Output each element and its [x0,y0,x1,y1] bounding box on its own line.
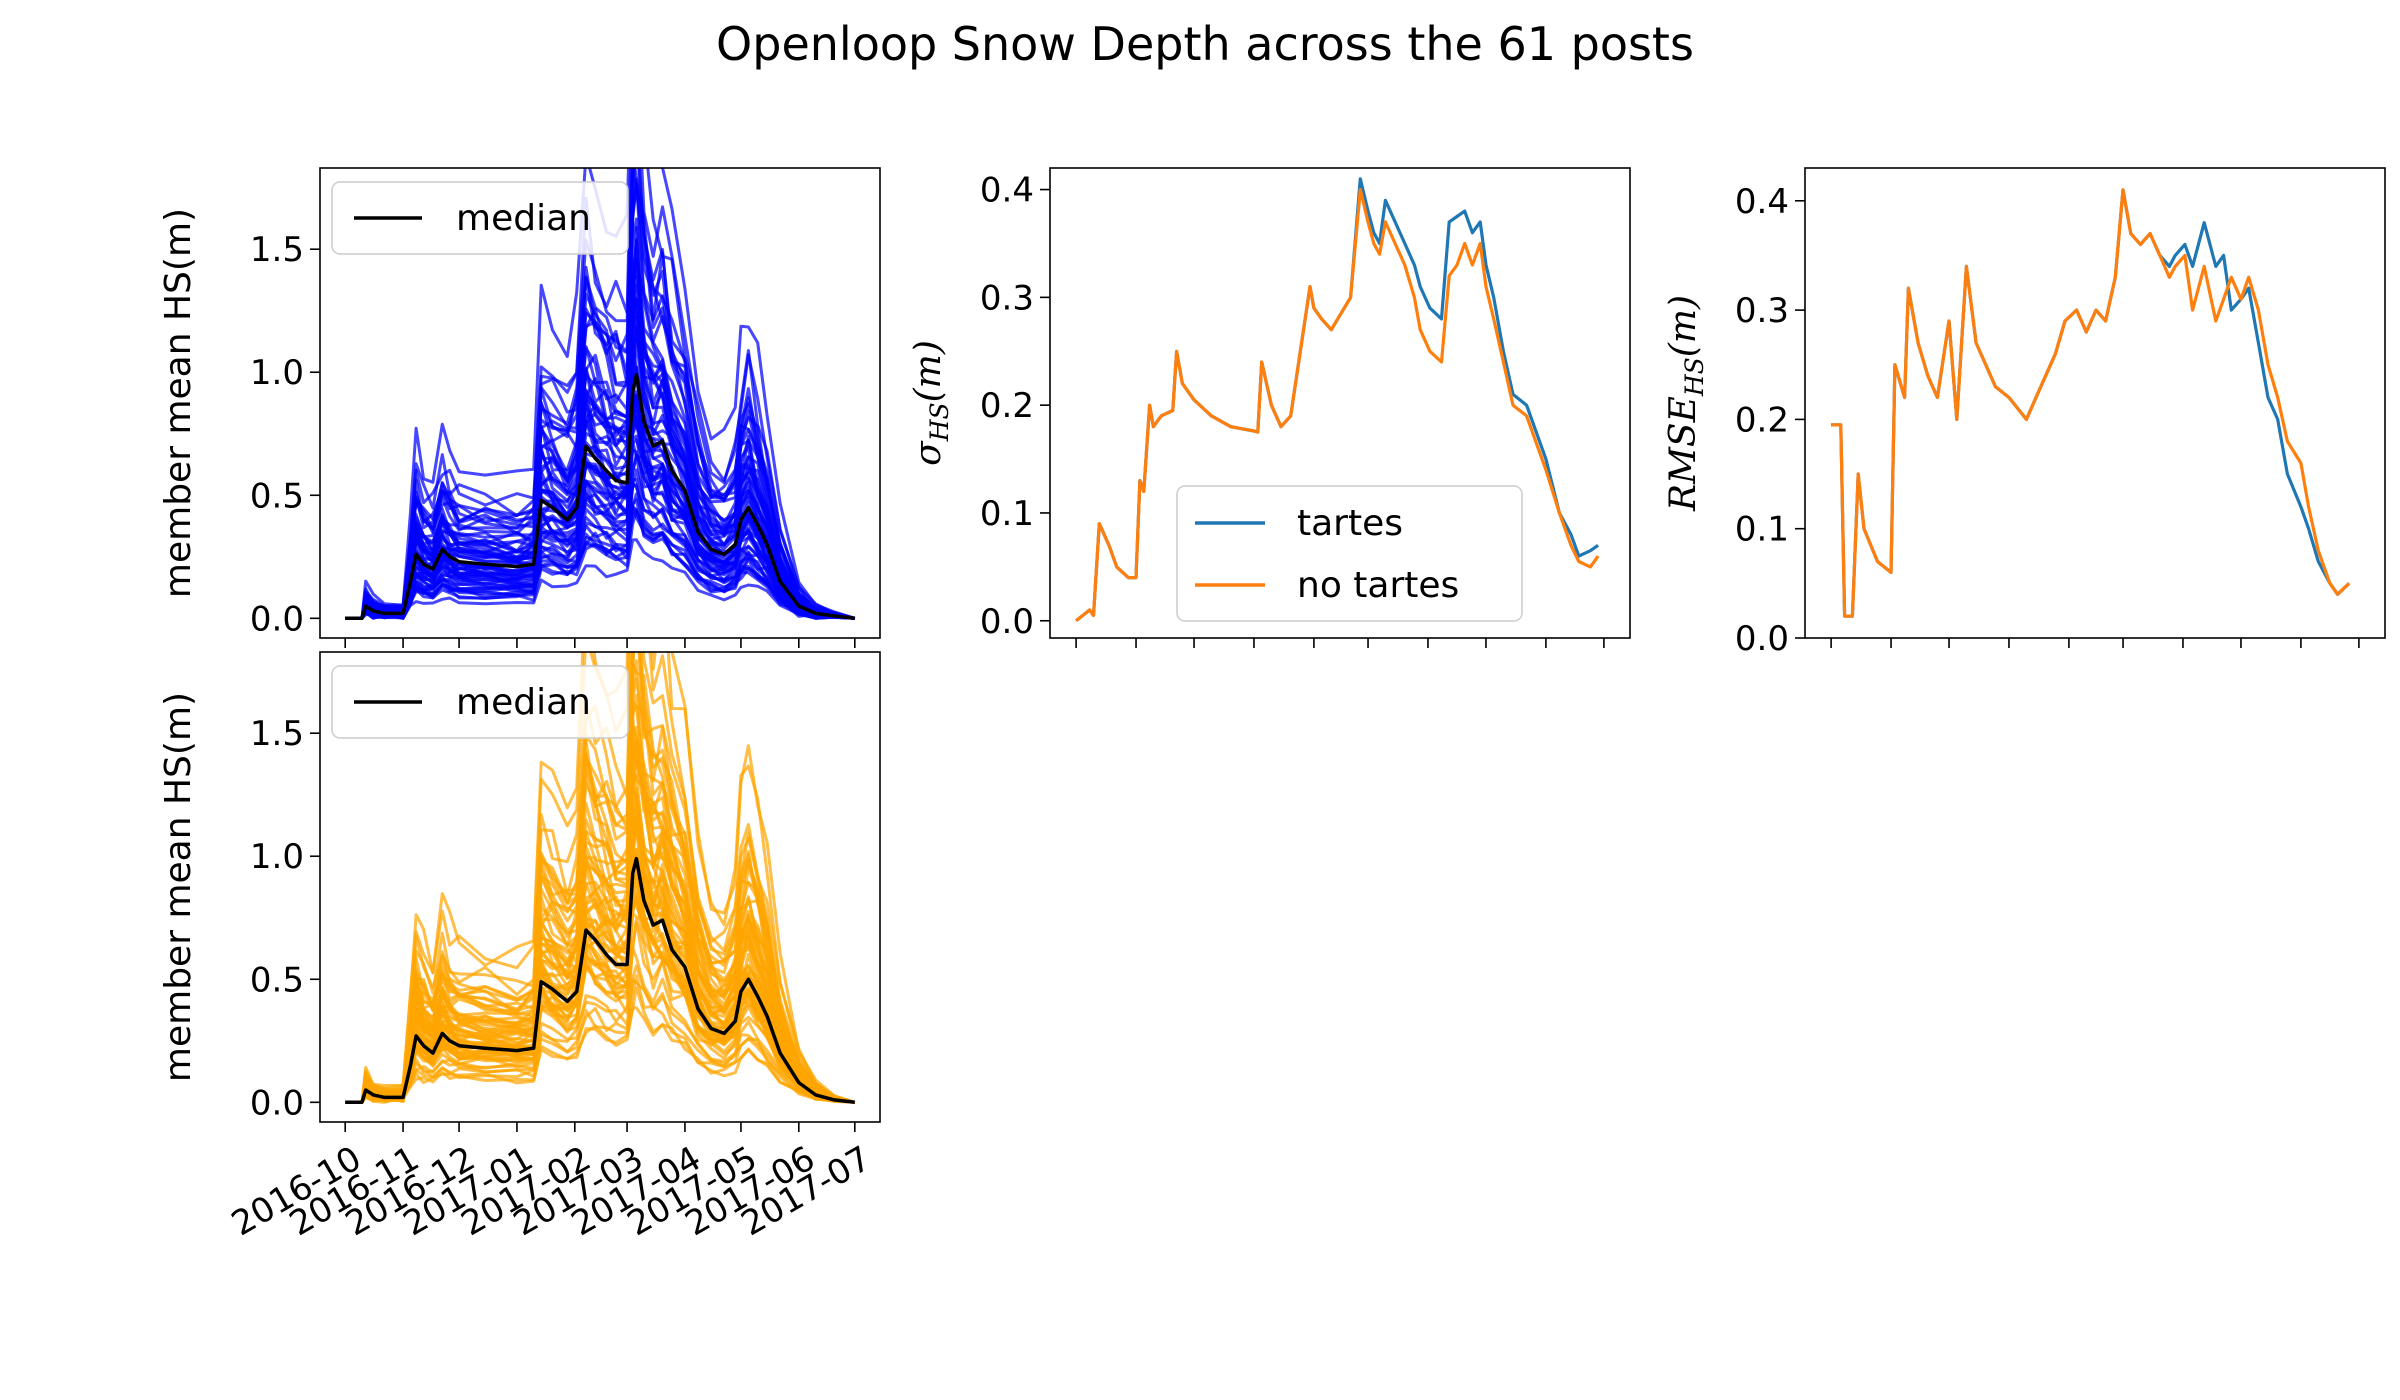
sigma-hs-lines [1075,177,1600,623]
rmse-hs-no-tartes-line [1831,188,2351,618]
sigma-hs-panel: 0.0 0.1 0.2 0.3 0.4 σHS(m) tartes no tartes [908,167,1631,648]
no-tartes-ensemble-legend: median [331,665,629,739]
sigma-hs-ytick-label: 0.2 [980,386,1034,426]
no-tartes-ensemble-member-line [345,699,856,1104]
no-tartes-ensemble-ytick-label: 0.5 [250,960,304,1000]
tartes-ensemble-member-line [345,408,855,620]
sigma-hs-legend-label: no tartes [1297,565,1459,606]
sigma-hs-legend-label: tartes [1297,503,1403,544]
tartes-ensemble-median-line [345,372,856,621]
tartes-ensemble-member-line [345,291,856,620]
tartes-ensemble-member-line [345,168,856,620]
no-tartes-ensemble-member-line [345,875,855,1104]
tartes-ensemble-member-line [345,168,856,620]
sigma-hs-ytick-label: 0.1 [980,494,1034,534]
tartes-ensemble-member-line [345,237,856,620]
sigma-hs-ytick-label: 0.0 [980,602,1034,642]
tartes-ensemble-ytick-label: 0.5 [250,476,304,516]
tartes-ensemble-member-line [345,504,855,620]
tartes-ensemble-member-line [345,217,856,620]
no-tartes-ensemble-ytick-label: 0.0 [250,1083,304,1123]
no-tartes-ensemble-member-line [345,805,856,1104]
tartes-ensemble-legend-box [331,181,629,255]
rmse-hs-lines [1831,188,2351,618]
no-tartes-ensemble-legend-box [331,665,629,739]
tartes-ensemble-member-line [345,374,855,620]
rmse-hs-ytick-label: 0.0 [1735,619,1789,659]
rmse-hs-frame [1804,167,2386,639]
tartes-ensemble-member-line [345,498,855,620]
no-tartes-ensemble-ytick-label: 1.0 [250,837,304,877]
no-tartes-ensemble-member-line [345,770,856,1104]
tartes-ensemble-ytick-label: 1.5 [250,230,304,270]
no-tartes-ensemble-member-line [345,652,856,1104]
sigma-hs-no-tartes-line [1075,188,1600,623]
no-tartes-ensemble-frame [319,651,881,1123]
rmse-hs-ytick-label: 0.1 [1735,510,1789,550]
no-tartes-ensemble-ytick-label: 1.5 [250,714,304,754]
tartes-ensemble-frame [319,167,881,639]
rmse-hs-ytick-label: 0.4 [1735,182,1789,222]
rmse-hs-tartes-line [1831,188,2351,618]
tartes-ensemble-ylabel: member mean HS(m) [158,208,199,598]
no-tartes-ensemble-legend-label: median [456,682,591,723]
tartes-ensemble-member-line [345,438,855,620]
no-tartes-ensemble-member-line [345,964,855,1104]
no-tartes-ensemble-ylabel: member mean HS(m) [158,692,199,1082]
tartes-ensemble-ytick-label: 1.0 [250,353,304,393]
tartes-ensemble-member-line [345,182,856,620]
sigma-hs-ytick-label: 0.4 [980,171,1034,211]
sigma-hs-legend: tartes no tartes [1176,485,1523,622]
tartes-ensemble-member-line [345,538,855,620]
tartes-ensemble-member-line [345,326,856,620]
no-tartes-ensemble-member-line [345,652,856,1104]
rmse-hs-panel: 0.0 0.1 0.2 0.3 0.4 RMSEHS(m) [1663,167,2386,659]
sigma-hs-legend-box [1176,485,1523,622]
sigma-hs-frame [1049,167,1631,639]
no-tartes-ensemble-member-line [345,652,856,1104]
sigma-hs-ytick-label: 0.3 [980,278,1034,318]
rmse-hs-ylabel: RMSEHS(m) [1663,295,1709,512]
no-tartes-ensemble-member-line [345,723,856,1104]
no-tartes-ensemble-member-line [345,921,855,1104]
no-tartes-ensemble-member-line [345,652,856,1104]
figure-title: Openloop Snow Depth across the 61 posts [716,17,1694,71]
tartes-ensemble-ytick-label: 0.0 [250,599,304,639]
tartes-ensemble-panel: 0.0 0.5 1.0 1.5 member mean HS(m) median [158,167,881,648]
no-tartes-ensemble-median-line [345,856,856,1105]
no-tartes-ensemble-member-line [345,986,855,1104]
rmse-hs-ytick-label: 0.2 [1735,400,1789,440]
no-tartes-ensemble-member-line [345,827,856,1104]
tartes-ensemble-legend-label: median [456,198,591,239]
sigma-hs-ylabel: σHS(m) [908,340,954,466]
no-tartes-ensemble-member-line [345,753,856,1104]
tartes-ensemble-legend: median [331,181,629,255]
rmse-hs-ytick-label: 0.3 [1735,291,1789,331]
no-tartes-ensemble-member-line [345,946,855,1104]
tartes-ensemble-members [345,168,856,620]
